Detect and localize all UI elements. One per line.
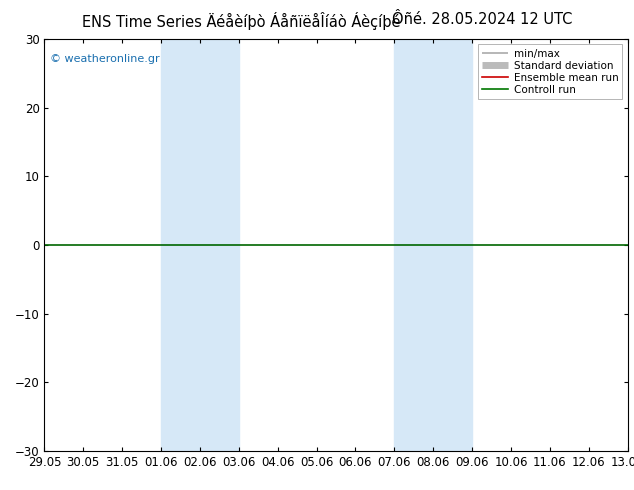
Text: Ôñé. 28.05.2024 12 UTC: Ôñé. 28.05.2024 12 UTC — [392, 12, 572, 27]
Text: ENS Time Series Äéåèíþò ÁåñïëåÎíáò Áèçíþé: ENS Time Series Äéåèíþò ÁåñïëåÎíáò Áèçíþ… — [82, 12, 400, 30]
Bar — [394, 39, 472, 451]
Text: © weatheronline.gr: © weatheronline.gr — [50, 53, 160, 64]
Legend: min/max, Standard deviation, Ensemble mean run, Controll run: min/max, Standard deviation, Ensemble me… — [478, 45, 623, 99]
Bar — [161, 39, 239, 451]
